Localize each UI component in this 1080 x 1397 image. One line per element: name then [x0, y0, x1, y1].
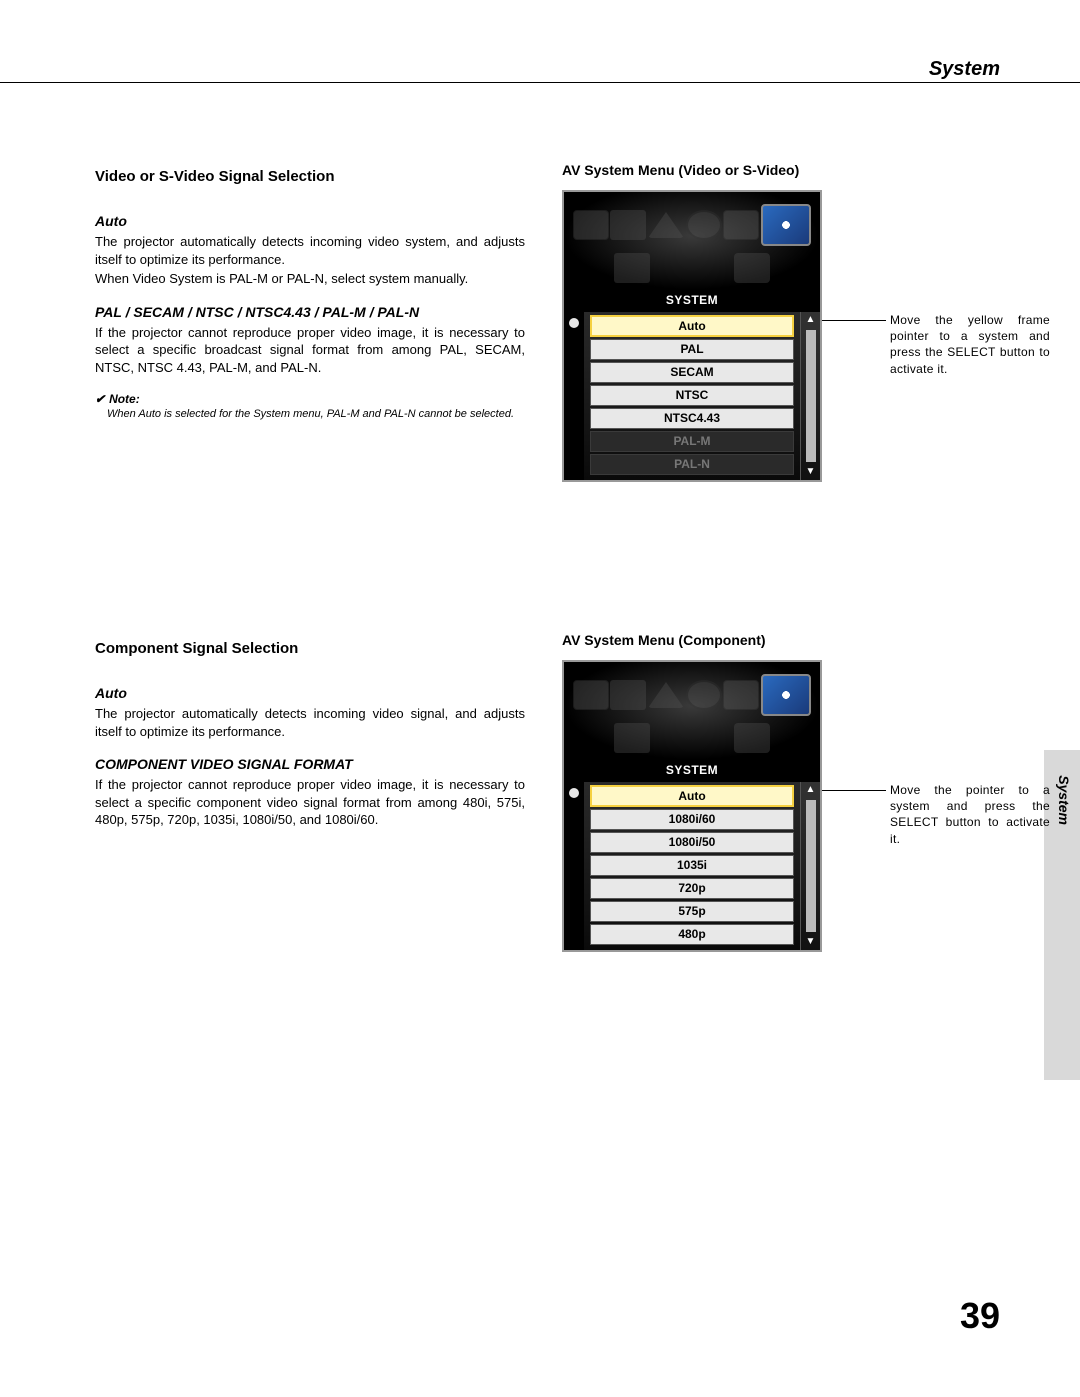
section-component: Component Signal Selection Auto The proj…	[95, 640, 525, 845]
osd-item-pal-n: PAL-N	[590, 454, 794, 475]
system-icon	[761, 204, 811, 246]
osd-icon	[723, 680, 759, 710]
osd-icon	[573, 680, 609, 710]
osd-icon	[573, 210, 609, 240]
side-tab-label: System	[1056, 775, 1072, 825]
section1-formats-body: If the projector cannot reproduce proper…	[95, 324, 525, 377]
header-rule	[0, 82, 1080, 83]
osd-icon	[734, 253, 770, 283]
osd-system-label: SYSTEM	[564, 290, 820, 312]
scroll-up-icon[interactable]: ▲	[806, 312, 816, 328]
osd-item-secam[interactable]: SECAM	[590, 362, 794, 383]
menu2-callout: Move the pointer to a system and press t…	[890, 782, 1050, 847]
section2-formats-label: COMPONENT VIDEO SIGNAL FORMAT	[95, 756, 525, 772]
osd-item-pal-m: PAL-M	[590, 431, 794, 452]
section1-auto-label: Auto	[95, 213, 525, 229]
osd-icon	[648, 212, 684, 238]
scrollbar-track[interactable]	[806, 800, 816, 932]
osd-item-1080i-60[interactable]: 1080i/60	[590, 809, 794, 830]
menu1-title: AV System Menu (Video or S-Video)	[562, 162, 1022, 178]
section1-title: Video or S-Video Signal Selection	[95, 168, 525, 185]
section2-title: Component Signal Selection	[95, 640, 525, 657]
osd-icon	[686, 680, 722, 710]
osd-icon-row	[564, 662, 820, 760]
osd-icon	[723, 210, 759, 240]
scroll-up-icon[interactable]: ▲	[806, 782, 816, 798]
osd-item-480p[interactable]: 480p	[590, 924, 794, 945]
section2-auto-label: Auto	[95, 685, 525, 701]
section2-auto-body: The projector automatically detects inco…	[95, 705, 525, 740]
osd-items-list: Auto1080i/601080i/501035i720p575p480p	[584, 782, 800, 950]
scroll-down-icon[interactable]: ▼	[806, 464, 816, 480]
osd-icon	[686, 210, 722, 240]
osd-item-auto[interactable]: Auto	[590, 315, 794, 337]
osd-scrollbar[interactable]: ▲ ▼	[800, 312, 820, 480]
menu2-region: AV System Menu (Component) SYSTEM Auto10…	[562, 632, 1022, 952]
osd-left-column	[564, 782, 584, 950]
radio-dot-icon	[569, 788, 579, 798]
section-video-svideo: Video or S-Video Signal Selection Auto T…	[95, 168, 525, 420]
osd-icon	[734, 723, 770, 753]
section1-note-label: Note:	[95, 392, 525, 406]
osd-item-ntsc[interactable]: NTSC	[590, 385, 794, 406]
osd-item-720p[interactable]: 720p	[590, 878, 794, 899]
osd-left-column	[564, 312, 584, 480]
osd-item-pal[interactable]: PAL	[590, 339, 794, 360]
section2-formats-body: If the projector cannot reproduce proper…	[95, 776, 525, 829]
osd-menu-video: SYSTEM AutoPALSECAMNTSCNTSC4.43PAL-MPAL-…	[562, 190, 822, 482]
osd-item-1035i[interactable]: 1035i	[590, 855, 794, 876]
menu1-region: AV System Menu (Video or S-Video) SYSTEM…	[562, 162, 1022, 482]
osd-icon	[614, 253, 650, 283]
osd-items-list: AutoPALSECAMNTSCNTSC4.43PAL-MPAL-N	[584, 312, 800, 480]
osd-icon	[610, 680, 646, 710]
osd-item-auto[interactable]: Auto	[590, 785, 794, 807]
osd-item-575p[interactable]: 575p	[590, 901, 794, 922]
scrollbar-track[interactable]	[806, 330, 816, 462]
radio-dot-icon	[569, 318, 579, 328]
osd-icon-row	[564, 192, 820, 290]
callout-line	[822, 320, 886, 321]
page-header: System	[929, 58, 1000, 81]
osd-system-label: SYSTEM	[564, 760, 820, 782]
osd-icon	[610, 210, 646, 240]
section1-note-body: When Auto is selected for the System men…	[107, 408, 525, 420]
menu2-title: AV System Menu (Component)	[562, 632, 1022, 648]
osd-scrollbar[interactable]: ▲ ▼	[800, 782, 820, 950]
osd-icon	[648, 682, 684, 708]
section1-formats-label: PAL / SECAM / NTSC / NTSC4.43 / PAL-M / …	[95, 304, 525, 320]
section1-auto-body1: The projector automatically detects inco…	[95, 233, 525, 268]
menu1-callout: Move the yellow frame pointer to a syste…	[890, 312, 1050, 377]
callout-line	[822, 790, 886, 791]
osd-icon	[614, 723, 650, 753]
osd-menu-component: SYSTEM Auto1080i/601080i/501035i720p575p…	[562, 660, 822, 952]
page-number: 39	[960, 1295, 1000, 1337]
section1-auto-body2: When Video System is PAL-M or PAL-N, sel…	[95, 270, 525, 288]
system-icon	[761, 674, 811, 716]
osd-item-1080i-50[interactable]: 1080i/50	[590, 832, 794, 853]
scroll-down-icon[interactable]: ▼	[806, 934, 816, 950]
osd-item-ntsc4-43[interactable]: NTSC4.43	[590, 408, 794, 429]
